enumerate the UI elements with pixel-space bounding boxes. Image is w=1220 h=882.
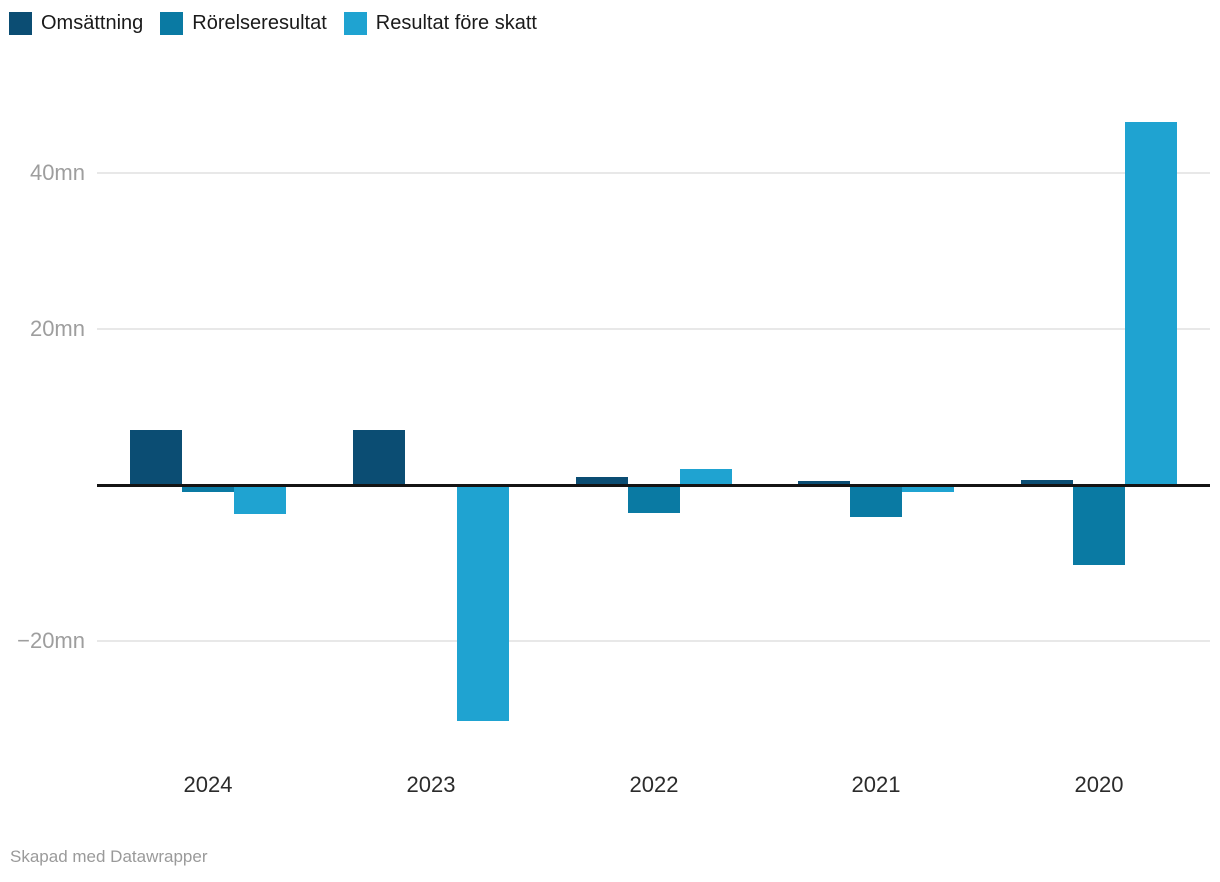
legend-item-resultat-f-re-skatt: Resultat före skatt [343,12,537,35]
gridline [97,328,1210,330]
bar-2021-oms-ttning[interactable] [798,481,850,485]
bar-2021-r-relseresultat[interactable] [850,487,902,517]
legend-swatch-r-relseresultat [160,12,184,35]
legend-item-oms-ttning: Omsättning [9,12,143,35]
x-axis-label: 2022 [629,772,679,797]
bar-2024-oms-ttning[interactable] [130,430,182,485]
x-axis-label: 2020 [1074,772,1124,797]
x-axis-label: 2021 [851,772,901,797]
legend-swatch-oms-ttning [9,12,32,35]
bar-2024-resultat-f-re-skatt[interactable] [234,487,286,514]
bar-2020-r-relseresultat[interactable] [1073,487,1125,565]
chart-legend: Omsättning Rörelseresultat Resultat före s… [9,12,537,35]
legend-label: Omsättning [41,12,144,34]
gridline [97,640,1210,642]
legend-label: Resultat före skatt [375,12,537,34]
bar-2024-r-relseresultat[interactable] [182,487,234,492]
y-tick-label: −20mn [17,628,85,653]
attribution-text: Skapad med Datawrapper [10,847,208,866]
bar-2021-resultat-f-re-skatt[interactable] [902,487,954,492]
zero-baseline [97,484,1210,487]
bar-2023-resultat-f-re-skatt[interactable] [457,487,509,721]
bar-2022-oms-ttning[interactable] [576,477,628,485]
gridline [97,172,1210,174]
x-axis-label: 2024 [183,772,233,797]
legend-label: Rörelseresultat [192,12,327,34]
legend-item-r-relseresultat: Rörelseresultat [160,12,327,35]
bar-2020-oms-ttning[interactable] [1021,480,1073,485]
bar-2022-resultat-f-re-skatt[interactable] [680,469,732,485]
x-axis-label: 2023 [406,772,456,797]
bar-2020-resultat-f-re-skatt[interactable] [1125,122,1177,485]
bar-2023-oms-ttning[interactable] [353,430,405,485]
legend-swatch-resultat-f-re-skatt [343,12,367,35]
y-tick-label: 20mn [29,316,85,341]
bar-2022-r-relseresultat[interactable] [628,487,680,513]
y-tick-label: 40mn [29,160,85,185]
